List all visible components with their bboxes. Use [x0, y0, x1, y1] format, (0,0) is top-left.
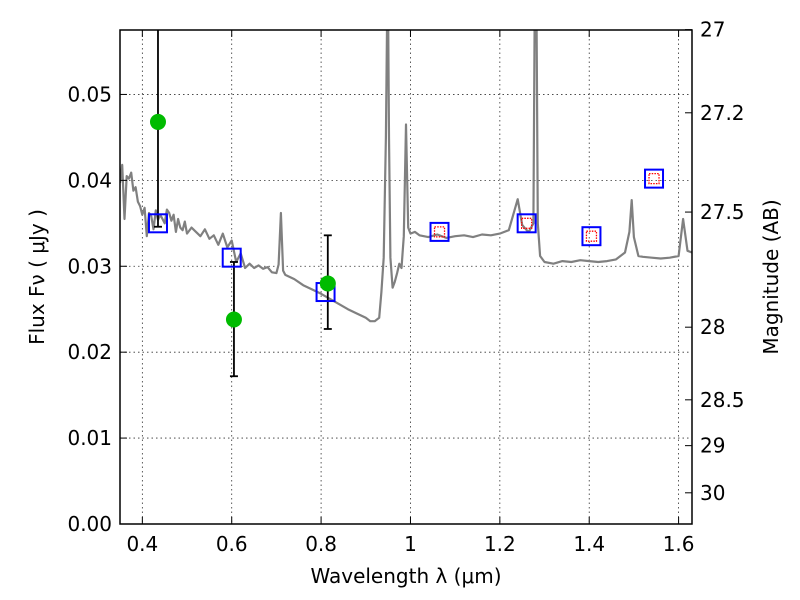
- spectrum-line: [120, 30, 692, 323]
- y-tick-label: 0.00: [67, 512, 112, 536]
- mag-tick-label: 27.5: [700, 200, 745, 224]
- upper-limit-square: [585, 230, 598, 242]
- y2-axis-label: Magnitude (AB): [759, 199, 783, 354]
- mag-tick-label: 28.5: [700, 388, 745, 412]
- y-tick-label: 0.05: [67, 82, 112, 106]
- upper-limit-square: [521, 217, 533, 229]
- y-tick-label: 0.03: [67, 254, 112, 278]
- model-photometry-square: [221, 247, 242, 268]
- x-tick-label: 0.6: [216, 532, 248, 556]
- plot-area: [120, 30, 692, 323]
- x-tick-label: 0.8: [305, 532, 337, 556]
- mag-tick-label: 27: [700, 18, 725, 42]
- model-photometry-square: [581, 226, 602, 247]
- upper-limit-square: [433, 226, 446, 238]
- y-tick-label: 0.02: [67, 340, 112, 364]
- tick-layer: 0.4 0.6 0.8 1 1.2 1.4 1.6 0.00 0.01 0.02 0.03 0.04 0…: [67, 18, 744, 556]
- x-tick-label: 1.2: [484, 532, 516, 556]
- y-axis-label: Flux Fν ( μJy ): [25, 209, 49, 345]
- mag-tick-label: 28: [700, 315, 725, 339]
- model-photometry-square: [147, 213, 168, 234]
- grid-lines: [120, 30, 692, 524]
- x-tick-label: 1.4: [573, 532, 605, 556]
- marker-layer: [147, 30, 665, 378]
- x-tick-label: 0.4: [126, 532, 158, 556]
- model-photometry-square: [644, 168, 665, 189]
- x-tick-label: 1: [404, 532, 417, 556]
- observed-flux-point: [149, 113, 166, 130]
- mag-tick-label: 29: [700, 434, 725, 458]
- y-tick-label: 0.04: [67, 168, 112, 192]
- observed-flux-point: [319, 275, 336, 292]
- x-tick-label: 1.6: [663, 532, 695, 556]
- x-axis-label: Wavelength λ (μm): [310, 564, 501, 588]
- observed-flux-point: [225, 311, 242, 328]
- model-photometry-square: [516, 213, 537, 234]
- mag-tick-label: 30: [700, 481, 725, 505]
- upper-limit-square: [648, 172, 660, 185]
- mag-tick-label: 27.2: [700, 101, 745, 125]
- model-photometry-square: [429, 221, 450, 242]
- plot-frame: [119, 29, 693, 525]
- y-tick-label: 0.01: [67, 426, 112, 450]
